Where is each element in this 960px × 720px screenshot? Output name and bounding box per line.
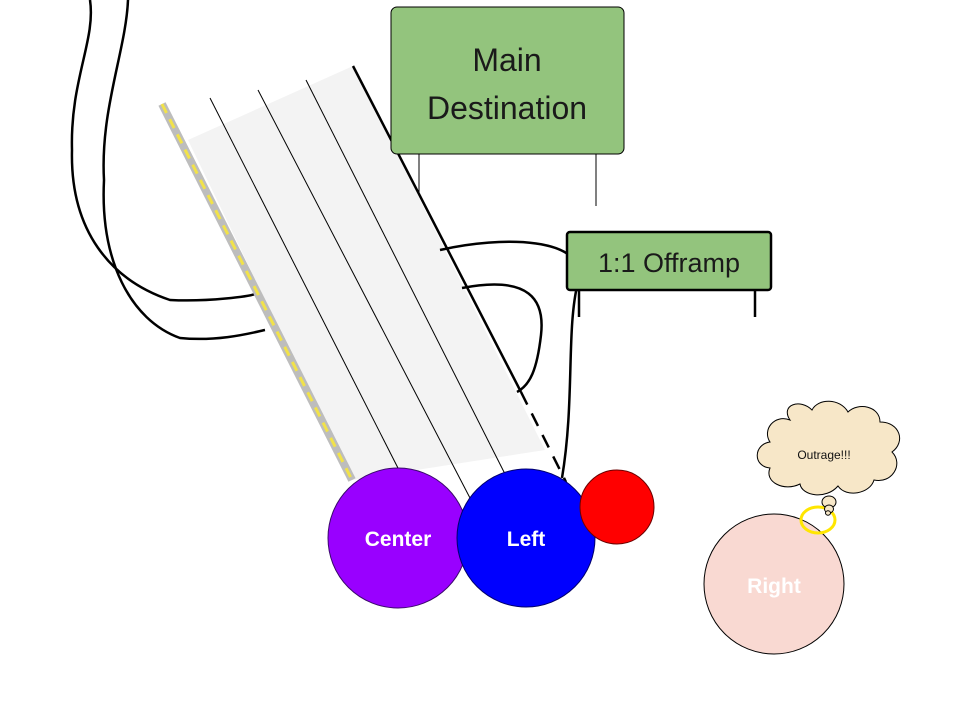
center-ball-label: Center	[365, 528, 432, 551]
offramp-sign-label: 1:1 Offramp	[598, 248, 740, 278]
winding-curve-inner	[102, 0, 266, 341]
lane-line-1	[209, 97, 401, 473]
highway-right-edge-dashed	[519, 391, 568, 483]
thought-tail-small	[825, 510, 831, 516]
highlight-ring	[799, 505, 837, 535]
left-ball: Left	[456, 468, 596, 608]
main-destination-sign: Main Destination	[390, 6, 625, 155]
right-ball-label: Right	[747, 575, 801, 598]
lane-line-2	[257, 89, 471, 499]
winding-curve-outer	[70, 0, 256, 302]
red-ball	[579, 469, 655, 545]
right-ball: Right	[703, 513, 845, 655]
offramp-sign: 1:1 Offramp	[565, 230, 773, 292]
highway-right-edge	[351, 65, 523, 393]
thought-bubble: Outrage!!!	[756, 400, 901, 516]
road-center-line-yellow	[160, 103, 354, 481]
main-sign-line1: Main	[472, 42, 541, 78]
center-ball: Center	[327, 467, 469, 609]
offramp-loop-inner	[461, 283, 543, 394]
lane-line-3	[305, 79, 506, 475]
left-ball-label: Left	[507, 528, 546, 551]
thought-text: Outrage!!!	[797, 448, 850, 462]
main-sign-line2: Destination	[427, 90, 587, 126]
